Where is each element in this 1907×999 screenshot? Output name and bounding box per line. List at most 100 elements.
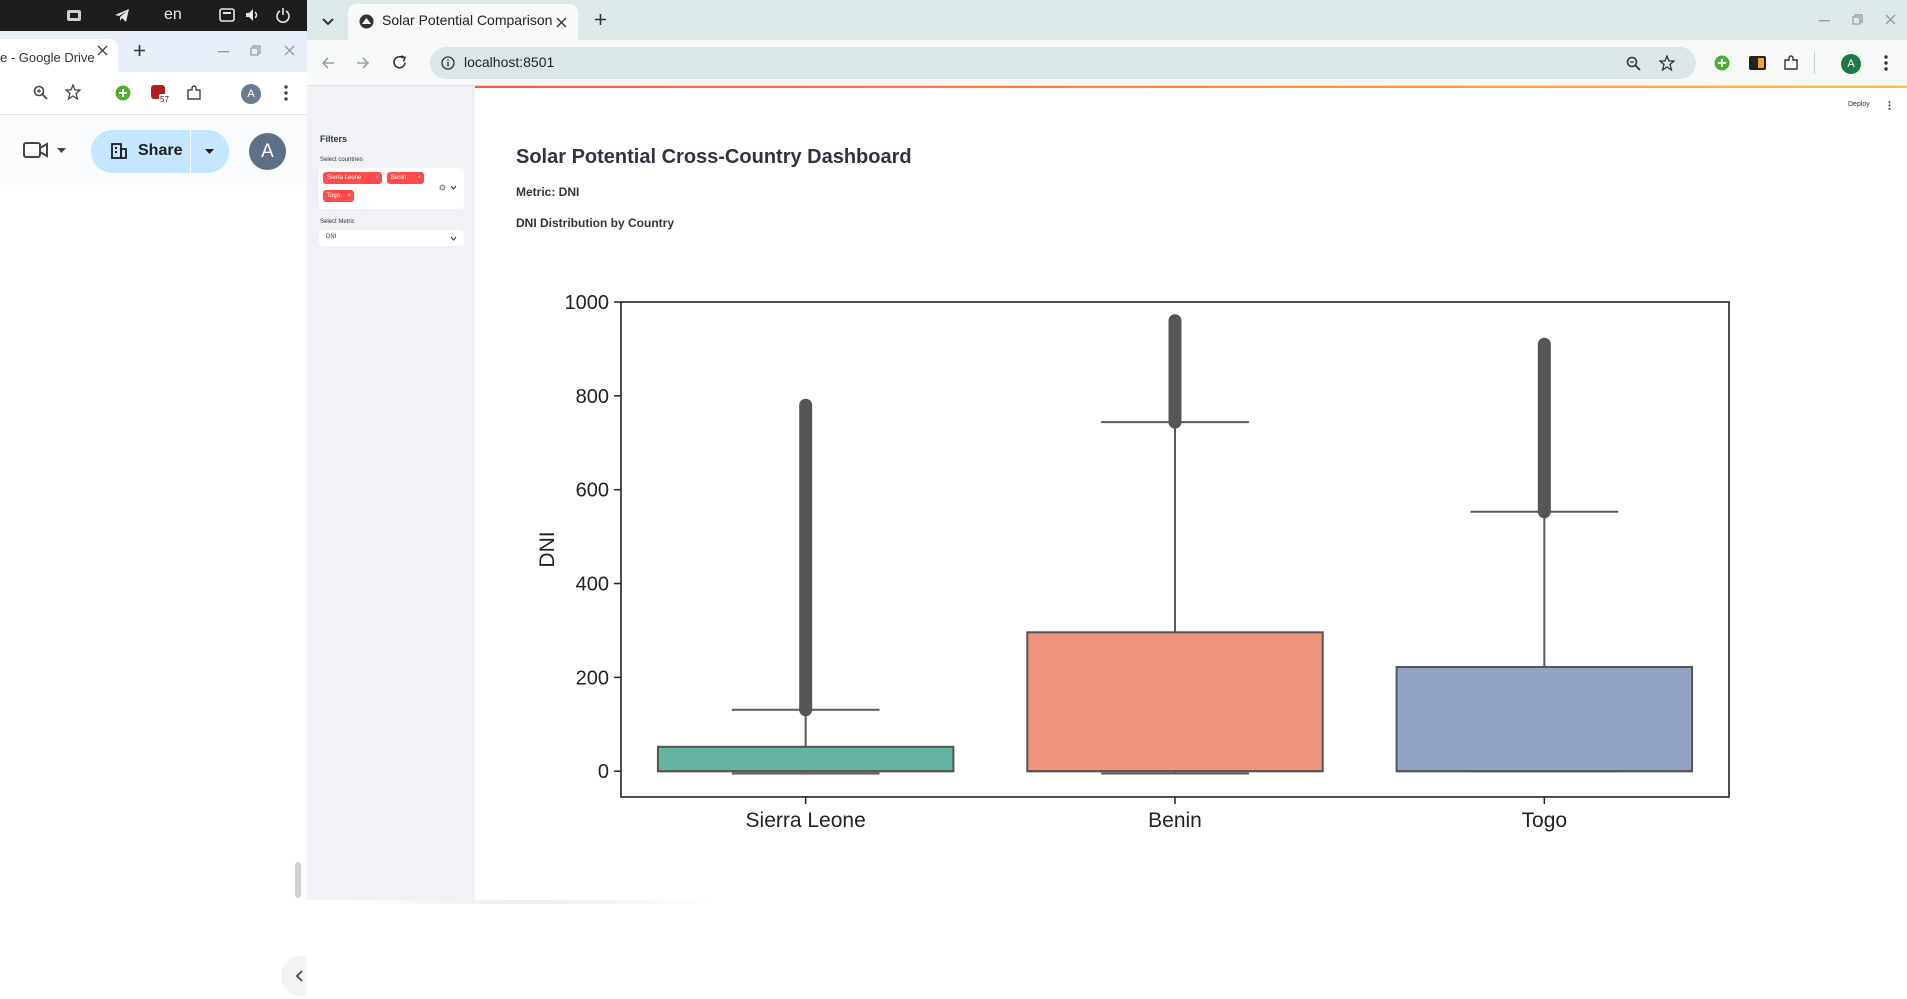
extension-icon[interactable] bbox=[1749, 55, 1767, 71]
building-icon bbox=[111, 143, 127, 159]
y-tick-label: 200 bbox=[576, 667, 609, 689]
x-tick-label: Benin bbox=[1148, 809, 1202, 832]
y-tick-label: 800 bbox=[576, 386, 609, 408]
chip-label: Benin bbox=[391, 175, 407, 181]
telegram-icon[interactable] bbox=[114, 8, 130, 23]
plot-frame bbox=[620, 301, 1730, 798]
chevron-down-icon bbox=[450, 236, 457, 241]
zoom-icon[interactable] bbox=[33, 85, 48, 100]
y-axis-label: DNI bbox=[536, 531, 559, 567]
iqr-box bbox=[1395, 666, 1694, 773]
metric-select-label: Select Metric bbox=[320, 219, 355, 225]
chip-togo[interactable]: Togo × bbox=[323, 190, 354, 202]
close-window-icon[interactable] bbox=[1885, 14, 1896, 25]
share-button[interactable]: Share bbox=[91, 130, 229, 173]
volume-icon[interactable] bbox=[245, 8, 261, 22]
restore-icon[interactable] bbox=[1852, 14, 1863, 25]
deploy-button[interactable]: Deploy bbox=[1848, 101, 1870, 108]
tab-title: Solar Potential Comparison bbox=[382, 12, 553, 28]
y-tick-label: 400 bbox=[576, 574, 609, 596]
extension-plus-icon[interactable] bbox=[1714, 55, 1730, 71]
page-title: Solar Potential Cross-Country Dashboard bbox=[516, 146, 912, 168]
keyboard-icon[interactable] bbox=[219, 8, 235, 22]
chevron-down-icon[interactable] bbox=[57, 148, 66, 153]
scrollbar-thumb[interactable] bbox=[295, 862, 301, 898]
sidebar-bottom-shadow bbox=[342, 900, 712, 904]
streamlit-sidebar: Filters Select countries Sierra Leone × … bbox=[307, 86, 475, 900]
new-tab-icon[interactable] bbox=[133, 44, 146, 57]
clear-all-icon[interactable] bbox=[439, 184, 446, 191]
app-indicator-icon[interactable] bbox=[66, 8, 82, 23]
chip-label: Togo bbox=[327, 193, 341, 199]
os-top-panel: en bbox=[0, 0, 307, 31]
bookmark-star-icon[interactable] bbox=[65, 84, 81, 100]
close-tab-icon[interactable] bbox=[97, 45, 108, 56]
menu-kebab-icon[interactable] bbox=[1884, 55, 1888, 71]
share-label: Share bbox=[138, 142, 183, 159]
countries-multiselect[interactable]: Sierra Leone × Benin × Togo × bbox=[319, 168, 464, 209]
tab-strip: Solar Potential Comparison bbox=[307, 0, 1907, 40]
chart-heading: DNI Distribution by Country bbox=[516, 216, 674, 230]
side-panel-toggle[interactable] bbox=[281, 956, 307, 996]
menu-kebab-icon[interactable] bbox=[284, 85, 288, 101]
minimize-icon[interactable] bbox=[1819, 20, 1830, 22]
bookmark-star-icon[interactable] bbox=[1659, 55, 1675, 71]
page-viewport: Filters Select countries Sierra Leone × … bbox=[307, 86, 1907, 999]
reload-icon[interactable] bbox=[392, 55, 407, 70]
metric-select-value: DNI bbox=[326, 234, 337, 240]
share-dropdown-icon[interactable] bbox=[205, 149, 214, 154]
profile-avatar[interactable]: A bbox=[1841, 54, 1861, 74]
profile-avatar[interactable]: A bbox=[241, 84, 261, 104]
extension-badge-icon[interactable]: 57 bbox=[150, 84, 172, 104]
extensions-puzzle-icon[interactable] bbox=[1783, 55, 1799, 71]
chip-remove-icon[interactable]: × bbox=[347, 193, 351, 199]
forward-icon[interactable] bbox=[356, 56, 370, 70]
zoom-icon[interactable] bbox=[1626, 56, 1641, 71]
y-tick-label: 1000 bbox=[565, 292, 610, 314]
site-info-icon[interactable] bbox=[441, 56, 455, 70]
y-tick-label: 600 bbox=[576, 480, 609, 502]
x-tick-label: Sierra Leone bbox=[746, 809, 866, 832]
extensions-puzzle-icon[interactable] bbox=[186, 85, 202, 101]
restore-icon[interactable] bbox=[250, 45, 261, 56]
tab-search-icon[interactable] bbox=[319, 14, 337, 32]
iqr-box bbox=[656, 745, 955, 773]
streamlit-favicon bbox=[359, 14, 374, 29]
power-icon[interactable] bbox=[275, 7, 291, 23]
app-menu-icon[interactable] bbox=[1888, 101, 1891, 110]
chip-remove-icon[interactable]: × bbox=[375, 175, 379, 181]
back-icon[interactable] bbox=[321, 56, 335, 70]
notification-count: 57 bbox=[160, 95, 169, 104]
chip-remove-icon[interactable]: × bbox=[417, 175, 421, 181]
tab-google-drive[interactable]: e - Google Drive bbox=[0, 39, 118, 72]
minimize-icon[interactable] bbox=[218, 51, 229, 53]
address-bar: localhost:8501 A bbox=[307, 40, 1907, 86]
meet-camera-icon[interactable] bbox=[23, 141, 49, 159]
close-tab-icon[interactable] bbox=[556, 17, 567, 28]
sidebar-heading: Filters bbox=[320, 134, 348, 144]
language-indicator[interactable]: en bbox=[164, 6, 182, 23]
metric-select[interactable]: DNI bbox=[319, 230, 464, 246]
y-tick-label: 0 bbox=[598, 761, 609, 783]
url-text: localhost:8501 bbox=[464, 54, 555, 70]
extension-plus-icon[interactable] bbox=[115, 85, 131, 101]
chip-benin[interactable]: Benin × bbox=[387, 172, 424, 184]
countries-label: Select countries bbox=[320, 157, 363, 163]
browser-window: Solar Potential Comparison bbox=[307, 0, 1907, 999]
close-window-icon[interactable] bbox=[284, 45, 295, 56]
header-decoration bbox=[307, 86, 1907, 88]
background-window: en e - Google Drive bbox=[0, 0, 307, 999]
tab-solar-potential[interactable]: Solar Potential Comparison bbox=[348, 4, 578, 40]
left-tab-strip: e - Google Drive bbox=[0, 31, 307, 72]
chip-sierra-leone[interactable]: Sierra Leone × bbox=[323, 172, 382, 184]
chevron-down-icon[interactable] bbox=[450, 185, 457, 190]
url-field[interactable]: localhost:8501 bbox=[430, 47, 1696, 79]
toolbar-divider bbox=[1814, 52, 1815, 74]
chip-label: Sierra Leone bbox=[327, 175, 362, 181]
account-avatar[interactable]: A bbox=[249, 133, 286, 170]
share-divider bbox=[190, 130, 191, 173]
dni-boxplot-chart: 0 200 400 600 800 1000 DNI Sierra Leone Benin Tog… bbox=[536, 292, 1730, 832]
new-tab-icon[interactable] bbox=[594, 13, 607, 26]
iqr-box bbox=[1026, 631, 1324, 773]
chevron-left-icon bbox=[295, 970, 303, 982]
